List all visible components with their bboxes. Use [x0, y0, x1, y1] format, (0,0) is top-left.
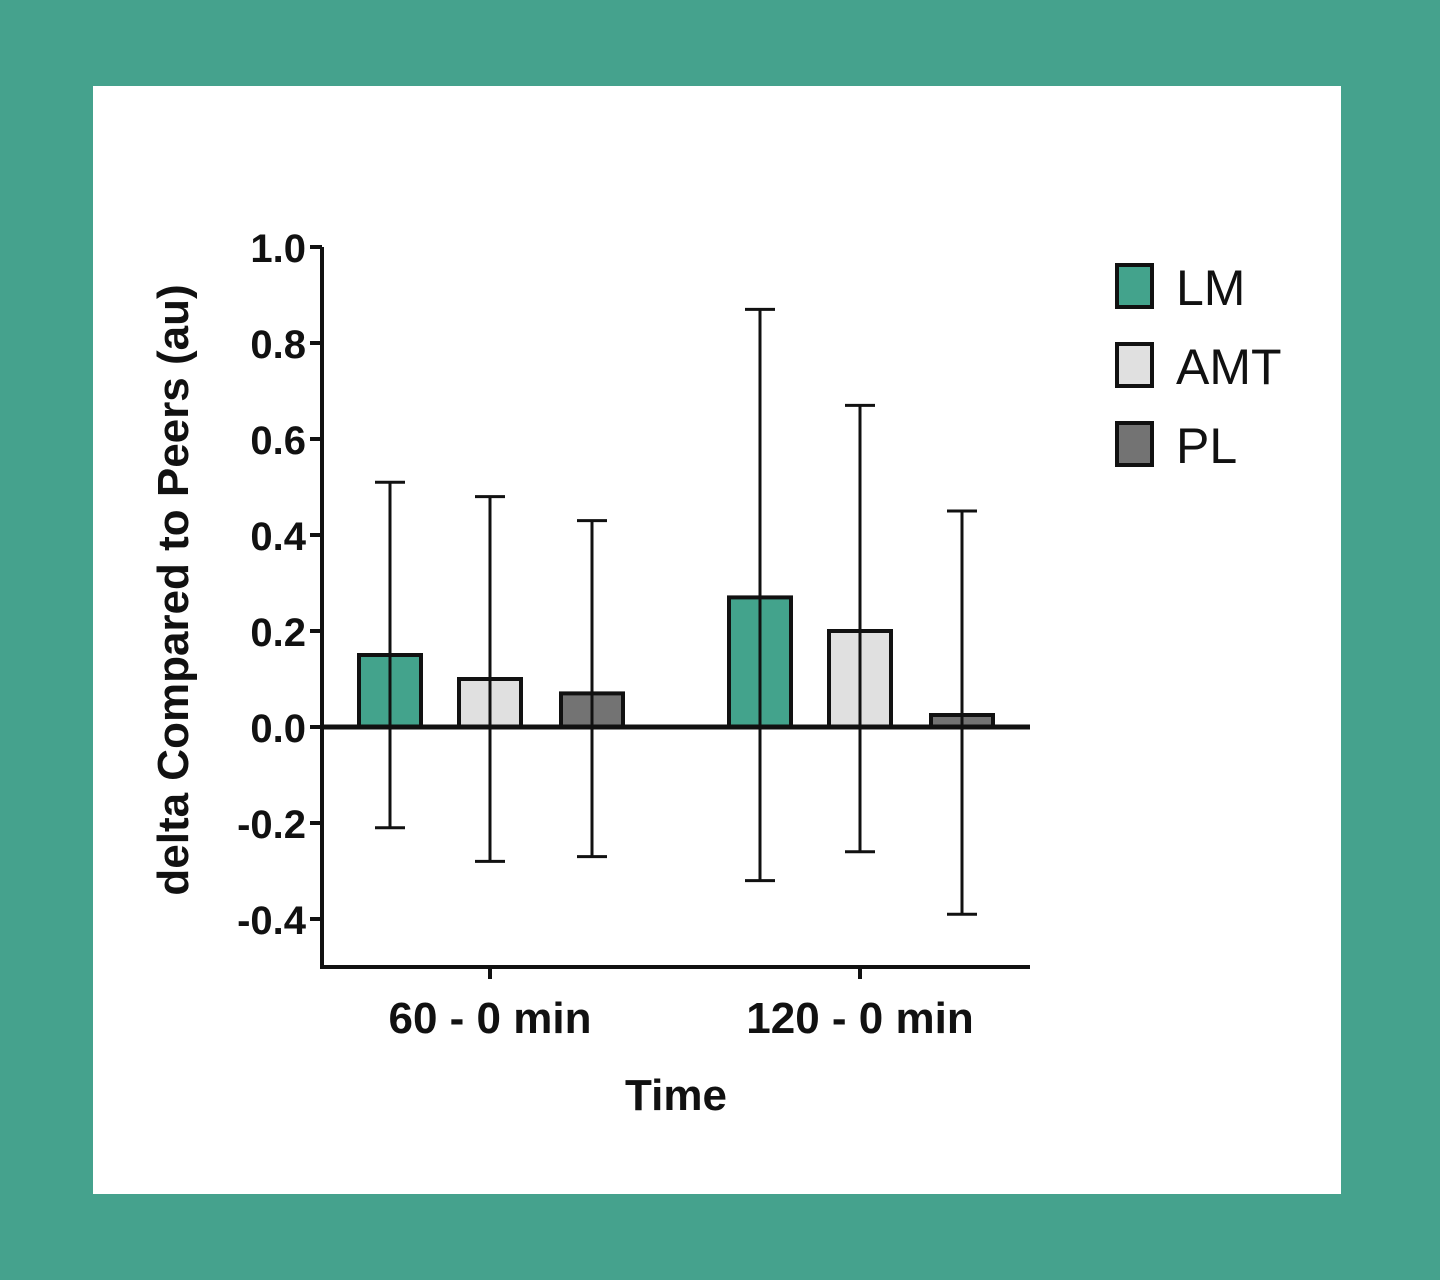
legend: LM AMT PL — [1115, 260, 1282, 474]
legend-swatch-lm — [1115, 263, 1154, 309]
legend-label: AMT — [1176, 339, 1282, 395]
x-axis-title: Time — [625, 1071, 727, 1120]
y-axis-title: delta Compared to Peers (au) — [149, 284, 198, 895]
y-tick-label: 0.6 — [250, 419, 306, 463]
legend-swatch-pl — [1115, 421, 1154, 467]
y-tick-label: 1.0 — [250, 227, 306, 271]
x-tick-label: 120 - 0 min — [746, 994, 973, 1043]
legend-swatch-amt — [1115, 342, 1154, 388]
y-tick-label: -0.2 — [237, 803, 306, 847]
y-tick-label: 0.4 — [250, 515, 306, 559]
y-tick-label: 0.2 — [250, 611, 306, 655]
legend-label: PL — [1176, 418, 1237, 474]
legend-label: LM — [1176, 260, 1245, 316]
y-tick-label: 0.0 — [250, 707, 306, 751]
y-tick-label: -0.4 — [237, 899, 307, 943]
y-tick-label: 0.8 — [250, 323, 306, 367]
x-tick-label: 60 - 0 min — [389, 994, 592, 1043]
